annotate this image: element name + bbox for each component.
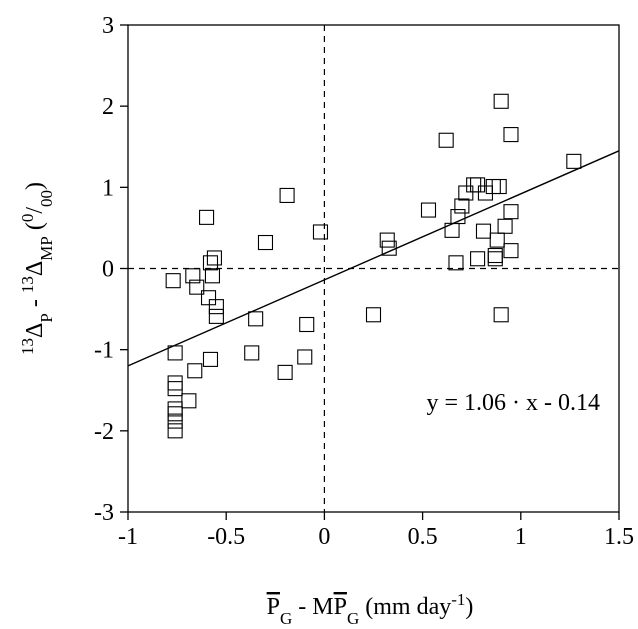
point [189, 279, 205, 295]
x-tick-label: 1 [515, 524, 527, 550]
point [491, 178, 507, 195]
y-tick-label: -1 [94, 338, 114, 364]
point [244, 345, 260, 361]
x-tick-label: -1 [118, 524, 138, 550]
y-axis-label-part: - [22, 293, 48, 313]
point [200, 290, 217, 306]
point [475, 223, 492, 239]
x-axis-label-part: G [280, 609, 292, 628]
point [204, 268, 221, 284]
y-axis-label-part: Δ [22, 261, 48, 276]
fit-equation: y = 1.06 · x - 0.14 [426, 390, 600, 416]
point [458, 185, 474, 201]
point [208, 308, 224, 324]
point [297, 349, 313, 365]
point [167, 406, 183, 422]
x-axis-label-part: ) [465, 594, 473, 620]
y-axis-label-part: 0 [18, 214, 37, 223]
point [167, 375, 183, 391]
point [167, 345, 183, 361]
y-tick-label: -2 [94, 419, 114, 445]
point [202, 255, 219, 271]
point [503, 243, 519, 259]
y-tick-label: 1 [102, 175, 114, 201]
y-axis-label-part: / [22, 207, 48, 214]
x-axis-label-part: G [347, 609, 359, 628]
point [312, 224, 329, 240]
y-axis-label-part: ) [22, 182, 48, 190]
y-axis-label-part: 13 [18, 338, 37, 355]
point [167, 423, 183, 439]
point [566, 153, 582, 169]
x-axis-label-part: -1 [451, 590, 465, 609]
point [477, 185, 493, 201]
point [165, 273, 181, 289]
x-tick-label: 0.5 [408, 524, 438, 550]
point [493, 93, 509, 109]
point [470, 251, 486, 267]
x-tick-label: -0.5 [207, 524, 245, 550]
y-axis-label-part: ( [22, 222, 48, 236]
point [257, 234, 274, 251]
point [187, 363, 203, 379]
x-tick-label: 1.5 [604, 524, 634, 550]
point [365, 307, 382, 323]
y-axis-label-part: MP [37, 236, 56, 261]
y-tick-label: -3 [94, 500, 114, 526]
y-axis-label-part: P [37, 313, 56, 322]
point [299, 316, 315, 333]
y-tick-label: 0 [102, 257, 114, 283]
x-axis-label-part: - M [292, 594, 333, 620]
point [202, 351, 219, 367]
point [381, 240, 397, 256]
point [444, 222, 460, 238]
point [279, 187, 295, 203]
y-tick-label: 2 [102, 94, 114, 120]
point [208, 299, 224, 315]
point [167, 381, 183, 397]
x-axis-label-part: P [267, 594, 280, 620]
point [277, 364, 293, 380]
y-axis-label-part: Δ [22, 323, 48, 338]
point [487, 247, 503, 264]
x-axis-label-part: (mm day [359, 594, 451, 620]
point [185, 268, 201, 284]
y-axis-label-part: 13 [18, 276, 37, 293]
point [248, 311, 264, 327]
point [487, 251, 503, 267]
point [206, 250, 222, 266]
y-axis-label: 13ΔP - 13ΔMP (0/00) [18, 182, 56, 355]
point [497, 218, 513, 234]
fit-line [127, 150, 620, 367]
point [493, 307, 509, 323]
x-axis-label: PG - MPG (mm day-1) [267, 590, 474, 628]
y-axis-label-part: 00 [37, 190, 56, 207]
point [503, 204, 519, 220]
point [181, 393, 197, 409]
point [448, 255, 464, 271]
point [379, 232, 395, 248]
x-tick-label: 0 [318, 524, 330, 550]
y-tick-label: 3 [102, 13, 114, 39]
point [438, 132, 454, 148]
point [454, 198, 470, 214]
point [470, 177, 486, 193]
x-axis-label-part: P [334, 594, 347, 620]
point [489, 232, 505, 248]
point [420, 202, 437, 218]
point [503, 127, 519, 143]
point [199, 209, 215, 225]
